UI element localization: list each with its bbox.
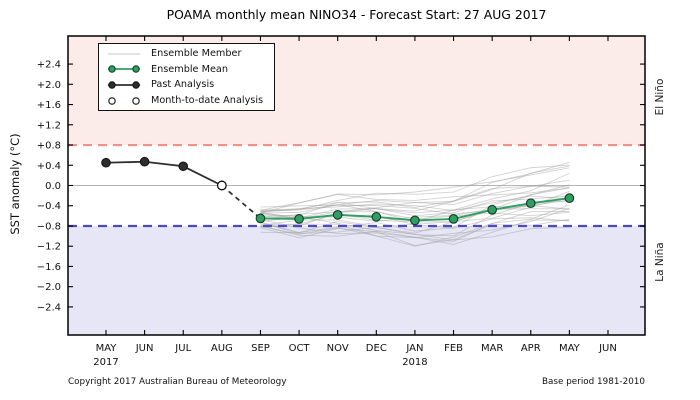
ensemble-mean-marker xyxy=(564,193,575,203)
y-tick-label: −1.2 xyxy=(37,242,61,253)
legend-label: Ensemble Mean xyxy=(151,63,228,75)
x-tick-label: JUN xyxy=(598,343,617,354)
past-analysis-marker xyxy=(178,161,189,172)
legend-item-past-analysis: Past Analysis xyxy=(104,77,274,93)
ensemble-mean-marker xyxy=(525,198,536,209)
x-tick-label: JAN xyxy=(405,343,423,354)
x-tick-label: APR xyxy=(521,343,541,354)
y-tick-label: +0.4 xyxy=(37,161,61,172)
ensemble-member-line xyxy=(260,204,570,215)
ensemble-member-line xyxy=(260,187,570,234)
ensemble-member-line xyxy=(260,200,570,237)
ensemble-member-line xyxy=(260,185,570,212)
x-tick-label: SEP xyxy=(251,343,270,354)
y-tick-label: +0.8 xyxy=(37,141,61,152)
y-tick-label: +2.0 xyxy=(37,80,61,91)
ensemble-mean-marker xyxy=(255,213,266,224)
y-tick-label: −0.4 xyxy=(37,201,61,212)
past-analysis-line-icon xyxy=(108,81,140,89)
x-tick-label: OCT xyxy=(289,343,311,354)
x-tick-label: JUL xyxy=(174,343,191,354)
ensemble-member-line xyxy=(260,207,570,239)
x-tick-label: AUG xyxy=(211,343,233,354)
x-tick-label: NOV xyxy=(327,343,349,354)
legend-label: Past Analysis xyxy=(151,79,215,91)
ensemble-member-line xyxy=(260,211,570,242)
ensemble-mean-marker xyxy=(448,214,459,224)
ensemble-member-line xyxy=(260,195,570,211)
ensemble-member-line xyxy=(260,212,570,241)
y-tick-label: 0.0 xyxy=(45,181,61,192)
ensemble-member-line xyxy=(260,219,570,245)
x-tick-label: FEB xyxy=(444,343,463,354)
chart-title: POAMA monthly mean NINO34 - Forecast Sta… xyxy=(166,7,547,22)
ensemble-member-line xyxy=(260,179,570,217)
la-nina-band xyxy=(68,225,645,335)
legend-item-ensemble-member: Ensemble Member xyxy=(104,46,274,62)
copyright-text: Copyright 2017 Australian Bureau of Mete… xyxy=(68,377,287,387)
ensemble-mean-line-icon xyxy=(108,65,140,74)
x-tick-label: MAY xyxy=(96,343,118,354)
base-period-text: Base period 1981-2010 xyxy=(542,377,645,387)
past-analysis-line xyxy=(105,160,223,187)
y-tick-label: −2.4 xyxy=(37,302,61,313)
ensemble-member-line xyxy=(260,218,570,246)
ensemble-mean-marker xyxy=(371,212,382,222)
past-analysis-marker xyxy=(139,156,150,167)
ensemble-member-line xyxy=(260,167,570,214)
legend-item-month-to-date-analysis: Month-to-date Analysis xyxy=(104,93,274,109)
ensemble-member-line xyxy=(260,190,570,234)
x-tick-label: MAY xyxy=(559,343,581,354)
ensemble-member-line xyxy=(260,161,570,228)
ensemble-member-line xyxy=(260,187,570,211)
analysis-forecast-connector xyxy=(221,184,262,220)
y-tick-label: +1.2 xyxy=(37,120,61,131)
ensemble-mean-marker xyxy=(410,215,420,226)
ensemble-mean-marker xyxy=(487,204,498,215)
ensemble-member-line xyxy=(260,204,570,247)
ensemble-member-line xyxy=(260,164,570,213)
past-analysis-marker xyxy=(101,157,111,168)
y-tick-label: −0.8 xyxy=(37,221,61,232)
month-to-date-marker xyxy=(216,180,227,191)
y-tick-label: −1.6 xyxy=(37,262,61,273)
x-tick-label: JUN xyxy=(135,343,154,354)
ensemble-member-line-icon xyxy=(108,52,140,55)
y-tick-label: +1.6 xyxy=(37,100,61,111)
ensemble-mean-marker xyxy=(332,209,343,220)
x-year-label: 2018 xyxy=(402,357,427,368)
open-circle-marker-icon xyxy=(108,96,140,105)
x-tick-label: MAR xyxy=(481,343,503,354)
x-year-label: 2017 xyxy=(93,357,118,368)
legend-label: Ensemble Member xyxy=(151,48,242,60)
y-tick-label: +2.4 xyxy=(37,60,61,71)
legend-item-ensemble-mean: Ensemble Mean xyxy=(104,62,274,78)
chart-legend: Ensemble Member Ensemble Mean Past Analy… xyxy=(98,43,275,112)
ensemble-mean-marker xyxy=(294,214,304,224)
ensemble-member-line xyxy=(260,165,570,221)
x-tick-label: DEC xyxy=(366,343,387,354)
y-tick-label: −2.0 xyxy=(37,282,61,293)
legend-label: Month-to-date Analysis xyxy=(151,95,264,107)
